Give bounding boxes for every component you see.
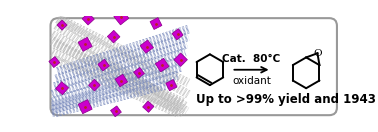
Polygon shape [57,20,67,30]
FancyBboxPatch shape [51,18,337,115]
Polygon shape [150,18,162,29]
Polygon shape [98,59,110,71]
Polygon shape [115,74,128,87]
Polygon shape [56,82,68,95]
Polygon shape [166,79,177,91]
Text: Cat.  80°C: Cat. 80°C [222,54,280,64]
Polygon shape [49,56,60,68]
Text: Up to >99% yield and 1943 TON turnovers: Up to >99% yield and 1943 TON turnovers [196,93,378,106]
Text: O: O [313,49,322,58]
Polygon shape [110,106,121,117]
Polygon shape [114,10,129,25]
Polygon shape [140,40,153,53]
Polygon shape [82,13,94,25]
Polygon shape [172,29,183,40]
Polygon shape [155,58,169,72]
Polygon shape [107,30,120,43]
Polygon shape [88,79,100,91]
Polygon shape [134,67,144,78]
Polygon shape [78,37,92,51]
Polygon shape [174,53,187,67]
Polygon shape [143,101,154,112]
Text: oxidant: oxidant [232,76,271,86]
Polygon shape [78,100,92,114]
